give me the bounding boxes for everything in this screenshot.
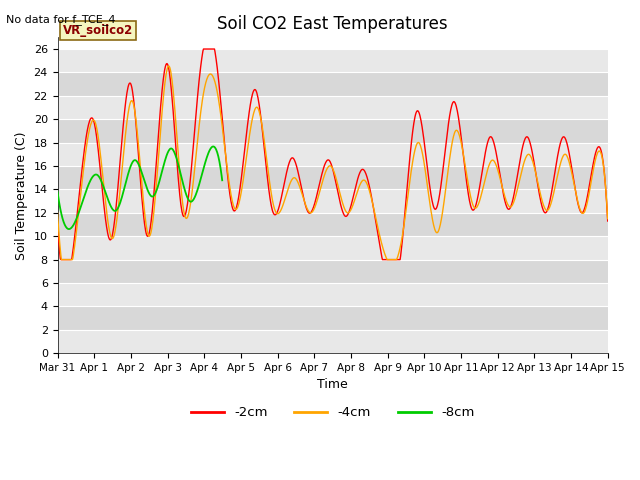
Text: VR_soilco2: VR_soilco2: [63, 24, 133, 37]
Legend: -2cm, -4cm, -8cm: -2cm, -4cm, -8cm: [186, 401, 480, 424]
Text: No data for f_TCE_4: No data for f_TCE_4: [6, 14, 116, 25]
Bar: [58, 306, 608, 330]
Title: Soil CO2 East Temperatures: Soil CO2 East Temperatures: [218, 15, 448, 33]
Bar: [58, 49, 608, 72]
X-axis label: Time: Time: [317, 378, 348, 392]
Bar: [58, 119, 608, 143]
Bar: [58, 330, 608, 353]
Bar: [58, 213, 608, 236]
Bar: [58, 260, 608, 283]
Bar: [58, 283, 608, 306]
Bar: [58, 96, 608, 119]
Bar: [58, 143, 608, 166]
Bar: [58, 236, 608, 260]
Bar: [58, 166, 608, 190]
Bar: [58, 72, 608, 96]
Bar: [58, 190, 608, 213]
Y-axis label: Soil Temperature (C): Soil Temperature (C): [15, 131, 28, 260]
